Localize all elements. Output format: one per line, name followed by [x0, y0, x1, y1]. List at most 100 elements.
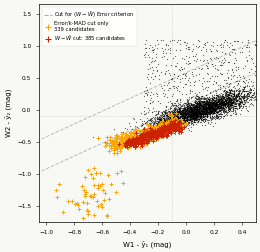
Point [211, 106, 215, 110]
Point [214, 96, 218, 100]
Point [191, 114, 195, 118]
Point [141, 134, 145, 138]
Point [233, 101, 237, 105]
Point [204, 102, 208, 106]
Point [242, 100, 246, 104]
Point [212, 108, 216, 112]
Point [174, 122, 178, 127]
Point [168, 125, 172, 129]
Point [124, 136, 128, 140]
Point [211, 64, 215, 68]
Point [147, 133, 151, 137]
Point [189, 106, 193, 110]
Point [180, 112, 184, 116]
Point [173, 127, 177, 131]
Point [192, 113, 196, 117]
Point [175, 112, 179, 116]
Point [234, 79, 238, 83]
Point [193, 107, 197, 111]
Point [181, 119, 185, 123]
Point [174, 116, 178, 120]
Point [186, 126, 190, 130]
Point [226, 90, 230, 94]
Point [193, 117, 197, 121]
Point [218, 111, 222, 115]
Point [188, 118, 193, 122]
Point [193, 103, 197, 107]
Point [83, 175, 88, 179]
Point [244, 89, 249, 93]
Point [217, 99, 221, 103]
Point [126, 133, 130, 137]
Point [203, 107, 207, 111]
Point [180, 108, 185, 112]
Point [158, 129, 162, 133]
Point [193, 109, 197, 113]
Point [237, 89, 241, 93]
Point [174, 64, 178, 68]
Point [143, 137, 147, 141]
Point [172, 118, 177, 122]
Point [178, 112, 182, 116]
Point [222, 107, 226, 111]
Point [193, 106, 197, 110]
Point [228, 100, 232, 104]
Point [178, 112, 182, 116]
Point [96, 186, 100, 190]
Point [209, 104, 213, 108]
Point [209, 49, 213, 53]
Point [213, 93, 218, 97]
Point [195, 115, 199, 119]
Point [209, 120, 213, 124]
Point [190, 113, 194, 117]
Point [176, 115, 180, 119]
Point [228, 102, 232, 106]
Point [159, 132, 163, 136]
Point [188, 106, 193, 110]
Point [240, 100, 244, 104]
Point [174, 118, 178, 122]
Point [194, 101, 198, 105]
Point [205, 79, 209, 83]
Point [157, 130, 161, 134]
Point [166, 119, 170, 123]
Point [163, 129, 167, 133]
Point [189, 110, 193, 114]
Point [190, 112, 194, 116]
Point [227, 52, 231, 56]
Point [221, 101, 225, 105]
Point [222, 101, 226, 105]
Point [231, 89, 236, 93]
Point [208, 110, 212, 114]
Point [230, 100, 234, 104]
Point [125, 140, 129, 144]
Point [193, 115, 197, 119]
Point [150, 65, 154, 69]
Point [218, 45, 223, 49]
Point [191, 112, 195, 116]
Point [186, 113, 190, 117]
Point [202, 117, 206, 121]
Point [203, 123, 207, 128]
Point [197, 102, 202, 106]
Point [214, 101, 218, 105]
Point [203, 113, 207, 117]
Point [206, 97, 210, 101]
Point [201, 113, 205, 117]
Point [195, 110, 199, 114]
Point [215, 109, 219, 113]
Point [203, 41, 207, 45]
Point [164, 118, 168, 122]
Point [207, 105, 211, 109]
Point [185, 113, 190, 117]
Point [176, 128, 180, 132]
Point [162, 116, 166, 120]
Point [160, 114, 164, 118]
Point [159, 130, 163, 134]
Point [213, 107, 218, 111]
Point [214, 102, 218, 106]
Point [222, 109, 226, 113]
Point [118, 146, 122, 150]
Point [174, 125, 178, 130]
Point [178, 128, 183, 132]
